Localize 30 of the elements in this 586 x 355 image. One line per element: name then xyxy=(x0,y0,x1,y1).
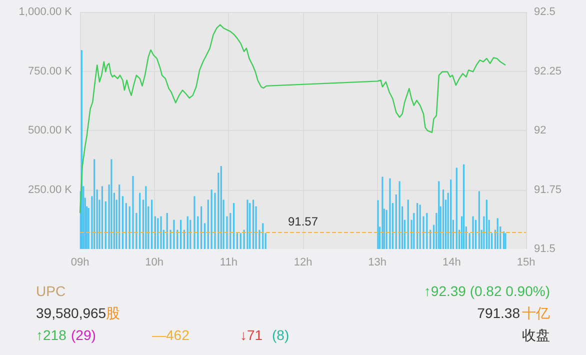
y-tick-label: 750.00 K xyxy=(28,65,73,78)
y-tick-label: 250.00 K xyxy=(28,184,73,196)
text: 39,580,965 xyxy=(36,305,106,321)
text: —462 xyxy=(152,327,190,343)
ref-line-label: 91.57 xyxy=(288,214,318,228)
x-tick-label: 10h xyxy=(145,256,164,268)
x-tick-label: 09h xyxy=(70,256,90,268)
y2-tick-label: 92.5 xyxy=(534,6,556,18)
x-tick-label: 13h xyxy=(368,256,387,268)
line-series xyxy=(79,24,506,214)
text: (8) xyxy=(272,327,290,343)
text: 十亿 xyxy=(522,305,550,323)
x-tick-label: 14h xyxy=(442,256,461,268)
y2-tick-label: 92.25 xyxy=(534,65,562,78)
text: ↑218 xyxy=(36,327,66,343)
x-tick-label: 11h xyxy=(220,256,238,268)
text: (29) xyxy=(71,327,96,343)
y-tick-label: 500.00 K xyxy=(28,124,73,136)
text: UPC xyxy=(36,283,66,299)
x-tick-label: 12h xyxy=(294,256,312,268)
y2-tick-label: 92 xyxy=(534,124,546,136)
y2-tick-label: 91.5 xyxy=(534,243,556,255)
text: 股 xyxy=(106,305,120,323)
text: ↑92.39 (0.82 0.90%) xyxy=(424,283,550,299)
y2-tick-label: 91.75 xyxy=(534,184,562,196)
text: 收盘 xyxy=(522,327,550,345)
x-tick-label: 15h xyxy=(516,256,536,268)
text: 791.38 xyxy=(477,305,520,321)
text: ↓71 xyxy=(240,327,263,343)
y-tick-label: 1,000.00 K xyxy=(18,6,73,18)
